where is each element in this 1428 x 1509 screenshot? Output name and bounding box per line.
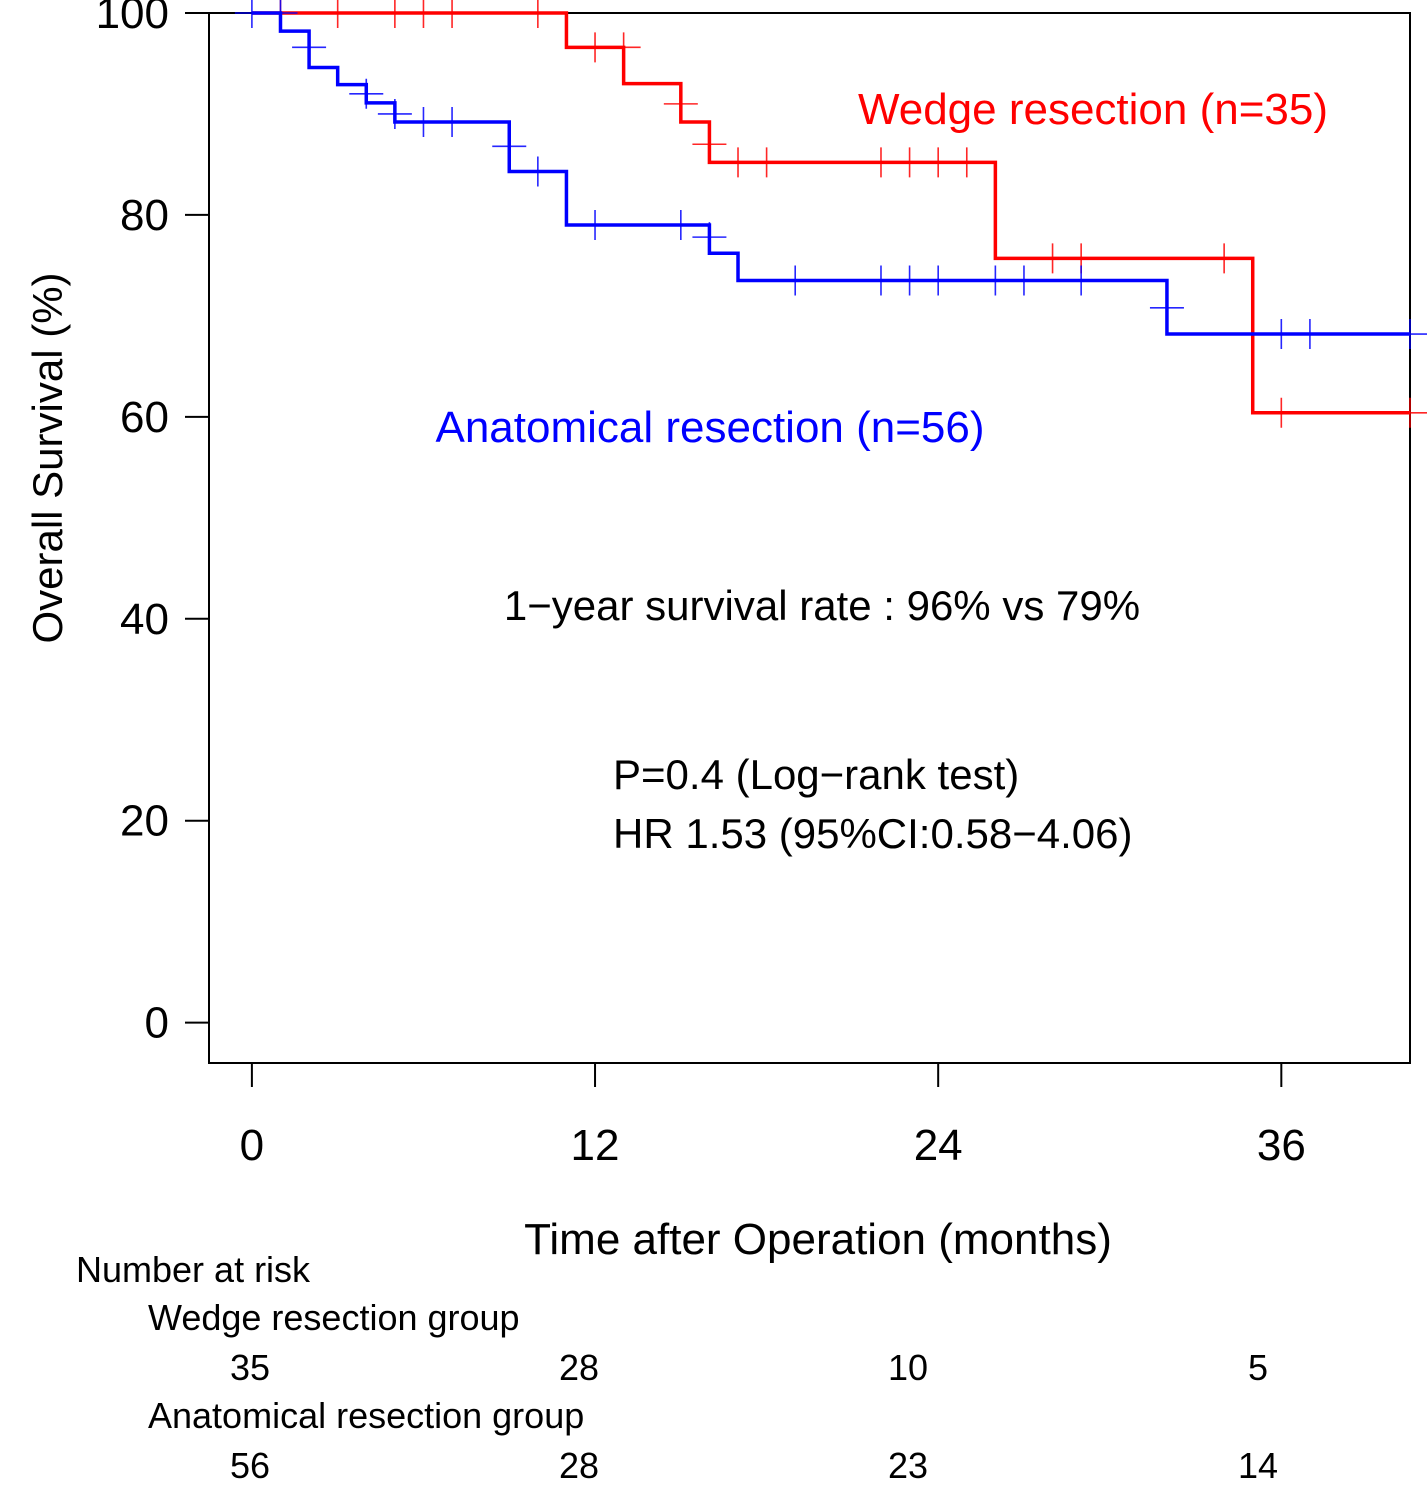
risk-value: 28 (559, 1445, 599, 1486)
risk-value: 23 (888, 1445, 928, 1486)
censor-mark (435, 107, 470, 138)
risk-value: 28 (559, 1347, 599, 1388)
hazard-ratio-annotation: HR 1.53 (95%CI:0.58−4.06) (613, 810, 1132, 857)
risk-table-title: Number at risk (76, 1249, 311, 1290)
censor-mark (520, 0, 555, 28)
censor-mark (1035, 243, 1070, 274)
one-year-rate-annotation: 1−year survival rate : 96% vs 79% (504, 582, 1140, 629)
censor-mark (349, 78, 384, 109)
censor-mark (1264, 397, 1299, 428)
x-tick-label: 0 (240, 1121, 264, 1170)
censor-mark (721, 147, 756, 178)
censor-mark (863, 265, 898, 296)
y-tick-label: 80 (120, 191, 169, 240)
y-tick-label: 40 (120, 595, 169, 644)
risk-group-label-anatomical: Anatomical resection group (148, 1395, 584, 1436)
censor-mark (1207, 243, 1242, 274)
series-anatomical (234, 0, 1427, 350)
censor-mark (1393, 397, 1427, 428)
censor-mark (921, 265, 956, 296)
y-tick-label: 60 (120, 393, 169, 442)
censor-mark (1064, 265, 1099, 296)
censor-mark (263, 0, 298, 28)
censor-mark (234, 0, 269, 28)
censor-mark (377, 0, 412, 28)
y-tick-label: 100 (96, 0, 169, 38)
censor-mark (320, 0, 355, 28)
x-axis: 0 12 24 36 (240, 1063, 1306, 1170)
anatomical-series-label: Anatomical resection (n=56) (435, 403, 984, 452)
censor-mark (692, 222, 727, 253)
y-axis: 0 20 40 60 80 100 (96, 0, 209, 1048)
y-axis-label: Overall Survival (%) (24, 272, 71, 643)
censor-mark (578, 32, 613, 63)
censor-mark (1149, 292, 1184, 323)
censor-mark (663, 88, 698, 119)
censor-mark (377, 98, 412, 129)
x-tick-label: 24 (914, 1121, 963, 1170)
censor-mark (292, 32, 327, 63)
survival-curve-anatomical (251, 11, 1410, 336)
censor-mark (978, 265, 1013, 296)
censor-mark (863, 147, 898, 178)
risk-value: 5 (1248, 1347, 1268, 1388)
censor-mark (1006, 265, 1041, 296)
risk-value: 35 (230, 1347, 270, 1388)
survival-curve-wedge (251, 11, 1410, 415)
risk-group-label-wedge: Wedge resection group (148, 1297, 520, 1338)
censor-mark (492, 131, 527, 162)
censor-mark (949, 147, 984, 178)
censor-mark (778, 265, 813, 296)
censor-mark (406, 107, 441, 138)
risk-value: 10 (888, 1347, 928, 1388)
p-value-annotation: P=0.4 (Log−rank test) (613, 751, 1019, 798)
censor-mark (606, 32, 641, 63)
censor-mark (1264, 319, 1299, 350)
risk-value: 14 (1238, 1445, 1278, 1486)
y-tick-label: 20 (120, 797, 169, 846)
series-wedge (251, 0, 1427, 428)
censor-mark (892, 147, 927, 178)
y-tick-label: 0 (145, 999, 169, 1048)
series-layer (234, 0, 1427, 428)
x-tick-label: 36 (1257, 1121, 1306, 1170)
censor-mark (578, 210, 613, 241)
plot-frame (208, 12, 1411, 1064)
censor-mark (663, 210, 698, 241)
x-tick-label: 12 (571, 1121, 620, 1170)
censor-mark (1393, 319, 1427, 350)
censor-mark (892, 265, 927, 296)
censor-mark (1292, 319, 1327, 350)
censor-mark (520, 156, 555, 187)
censor-mark (406, 0, 441, 28)
x-axis-label: Time after Operation (months) (524, 1215, 1112, 1264)
censor-mark (921, 147, 956, 178)
risk-value: 56 (230, 1445, 270, 1486)
censor-mark (435, 0, 470, 28)
censor-mark (749, 147, 784, 178)
censor-mark (692, 129, 727, 160)
risk-table: Number at risk Wedge resection group 35 … (76, 1249, 1278, 1486)
wedge-series-label: Wedge resection (n=35) (858, 85, 1328, 134)
